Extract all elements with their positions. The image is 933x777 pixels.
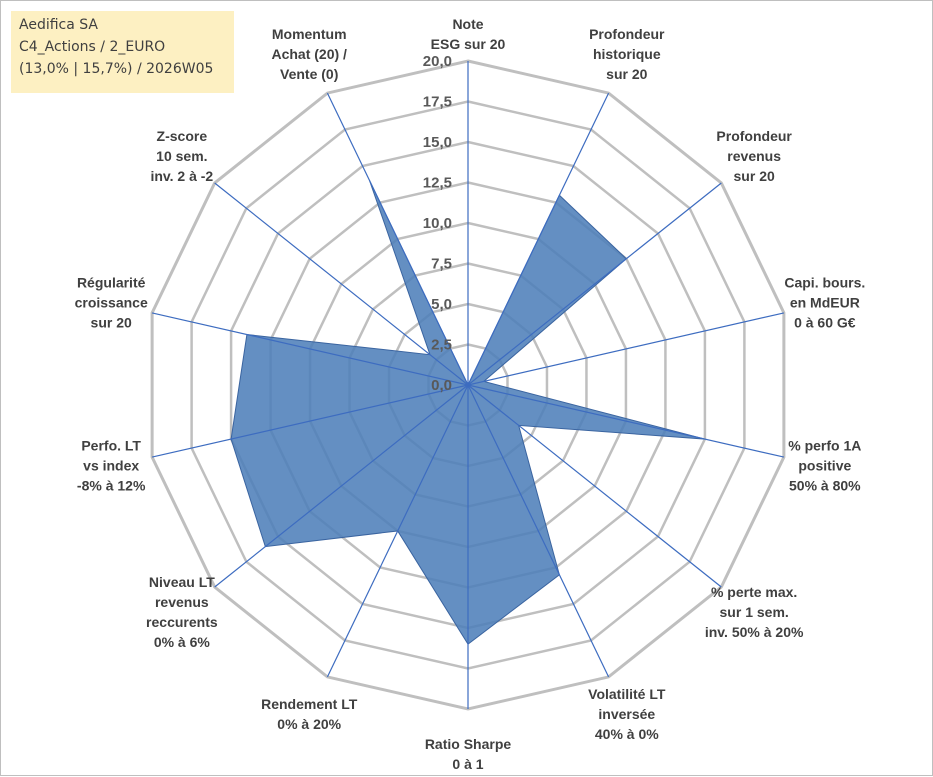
- tick-label: 10,0: [423, 215, 452, 232]
- radar-spokes: [151, 61, 785, 709]
- axis-label: Capi. bours. en MdEUR 0 à 60 G€: [784, 275, 865, 331]
- tick-label: 17,5: [423, 94, 452, 111]
- axis-label: % perte max. sur 1 sem. inv. 50% à 20%: [705, 584, 804, 640]
- axis-label: Profondeur historique sur 20: [589, 26, 665, 82]
- tick-label: 20,0: [423, 53, 452, 70]
- axis-spoke: [326, 384, 469, 678]
- tick-label: 12,5: [423, 175, 452, 192]
- axis-label: Profondeur revenus sur 20: [716, 128, 792, 184]
- tick-label: 2,5: [431, 337, 452, 354]
- axis-spoke: [326, 92, 469, 386]
- axis-spoke: [214, 384, 469, 588]
- axis-label: Momentum Achat (20) / Vente (0): [271, 26, 347, 82]
- axis-spoke: [467, 92, 610, 386]
- company-name: Aedifica SA: [19, 17, 98, 33]
- axis-spoke: [151, 384, 469, 458]
- axis-spoke: [467, 384, 722, 588]
- axis-label: Perfo. LT vs index -8% à 12%: [77, 437, 146, 493]
- axis-spoke: [214, 182, 469, 386]
- radar-tick-labels: 0,0 2,5 5,0 7,5 10,0 12,5 15,0 17,5 20,0: [423, 53, 452, 394]
- title-box: Aedifica SA C4_Actions / 2_EURO (13,0% |…: [11, 11, 234, 93]
- axis-label: Note ESG sur 20: [431, 16, 506, 52]
- stats-line: (13,0% | 15,7%) / 2026W05: [19, 61, 214, 77]
- axis-label: Volatilité LT inversée 40% à 0%: [588, 686, 666, 742]
- tick-label: 0,0: [431, 377, 452, 394]
- axis-spoke: [467, 312, 785, 386]
- radar-axis-labels: Note ESG sur 20 Profondeur historique sur 20…: [75, 16, 866, 772]
- axis-label: Niveau LT revenus reccurents 0% à 6%: [146, 574, 218, 650]
- tick-label: 15,0: [423, 134, 452, 151]
- axis-label: Ratio Sharpe 0 à 1: [425, 736, 512, 772]
- axis-spoke: [467, 384, 610, 678]
- axis-label: Z-score 10 sem. inv. 2 à -2: [150, 128, 213, 184]
- axis-label: % perfo 1A positive 50% à 80%: [788, 437, 861, 493]
- category-line: C4_Actions / 2_EURO: [19, 39, 166, 55]
- axis-label: Rendement LT 0% à 20%: [261, 696, 358, 732]
- axis-spoke: [467, 182, 722, 386]
- axis-label: Régularité croissance sur 20: [75, 275, 148, 331]
- tick-label: 5,0: [431, 296, 452, 313]
- axis-spoke: [151, 312, 469, 386]
- tick-label: 7,5: [431, 256, 452, 273]
- axis-spoke: [467, 384, 785, 458]
